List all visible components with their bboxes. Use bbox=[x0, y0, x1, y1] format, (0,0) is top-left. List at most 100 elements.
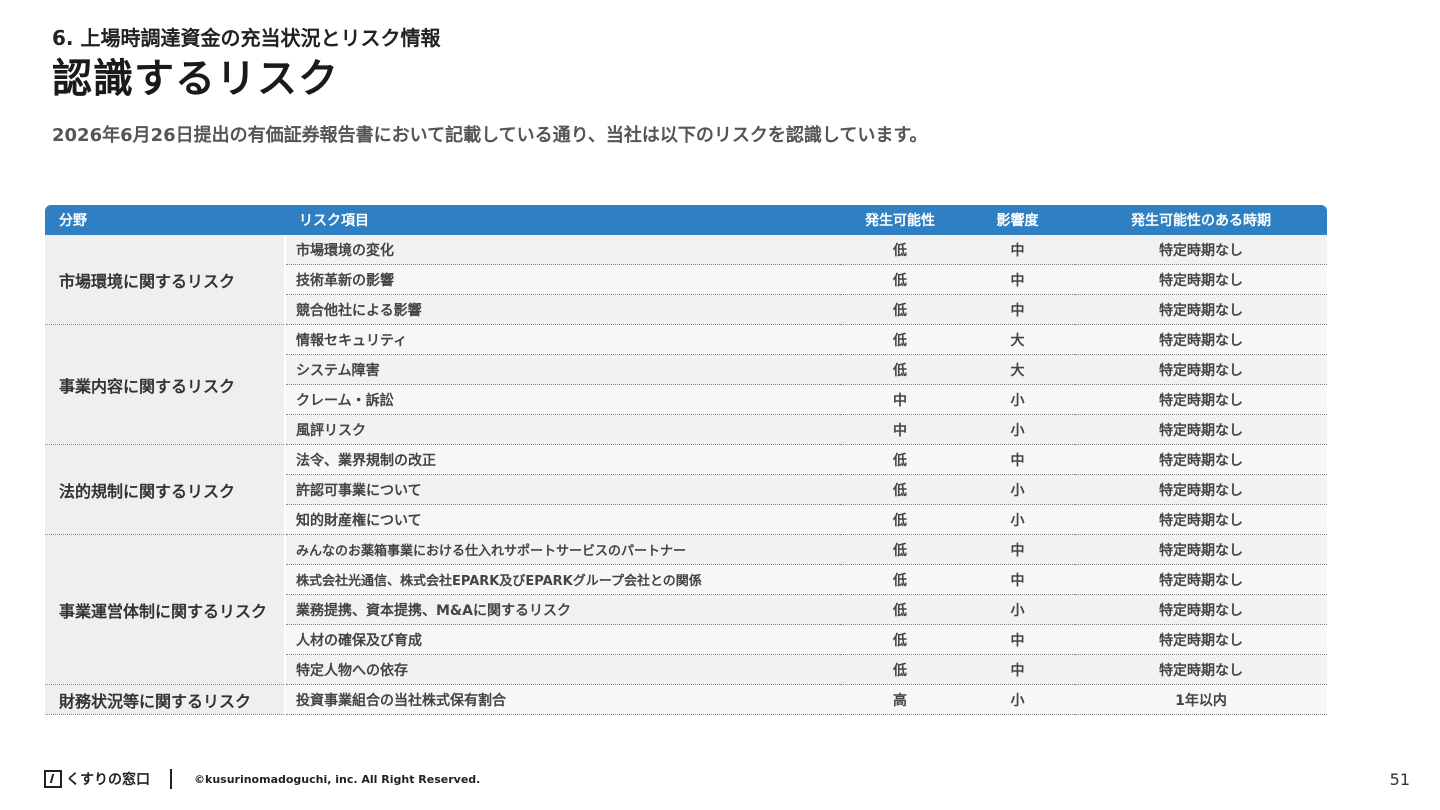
impact-value: 中 bbox=[960, 444, 1075, 475]
timing-value: 特定時期なし bbox=[1075, 264, 1327, 295]
timing-value: 特定時期なし bbox=[1075, 414, 1327, 445]
risk-item: システム障害 bbox=[285, 354, 840, 385]
likelihood-value: 低 bbox=[840, 534, 960, 565]
likelihood-value: 中 bbox=[840, 414, 960, 445]
table-row: 業務提携、資本提携、M&Aに関するリスク 低 小 特定時期なし bbox=[45, 594, 1327, 625]
table-row: 株式会社光通信、株式会社EPARK及びEPARKグループ会社との関係 低 中 特… bbox=[45, 564, 1327, 595]
risk-item: 競合他社による影響 bbox=[285, 294, 840, 325]
risk-item: 株式会社光通信、株式会社EPARK及びEPARKグループ会社との関係 bbox=[285, 564, 840, 595]
table-header-row: 分野 リスク項目 発生可能性 影響度 発生可能性のある時期 bbox=[45, 205, 1327, 235]
likelihood-value: 低 bbox=[840, 235, 960, 265]
table-row: 競合他社による影響 低 中 特定時期なし bbox=[45, 294, 1327, 325]
copyright-text: ©kusurinomadoguchi, inc. All Right Reser… bbox=[194, 772, 481, 786]
timing-value: 特定時期なし bbox=[1075, 474, 1327, 505]
table-row: 許認可事業について 低 小 特定時期なし bbox=[45, 474, 1327, 505]
category-financial: 財務状況等に関するリスク bbox=[45, 684, 286, 715]
column-header-likelihood: 発生可能性 bbox=[840, 205, 960, 235]
timing-value: 特定時期なし bbox=[1075, 354, 1327, 385]
risk-item: 知的財産権について bbox=[285, 504, 840, 535]
table-row: 風評リスク 中 小 特定時期なし bbox=[45, 414, 1327, 445]
timing-value: 1年以内 bbox=[1075, 684, 1327, 715]
column-header-timing: 発生可能性のある時期 bbox=[1075, 205, 1327, 235]
table-row: 事業内容に関するリスク 情報セキュリティ 低 大 特定時期なし bbox=[45, 324, 1327, 445]
impact-value: 小 bbox=[960, 684, 1075, 715]
likelihood-value: 低 bbox=[840, 564, 960, 595]
risk-item: 市場環境の変化 bbox=[285, 235, 840, 265]
timing-value: 特定時期なし bbox=[1075, 534, 1327, 565]
timing-value: 特定時期なし bbox=[1075, 235, 1327, 265]
likelihood-value: 低 bbox=[840, 594, 960, 625]
timing-value: 特定時期なし bbox=[1075, 594, 1327, 625]
table-row: 事業運営体制に関するリスク みんなのお薬箱事業における仕入れサポートサービスのパ… bbox=[45, 534, 1327, 685]
lead-text: 2026年6月26日提出の有価証券報告書において記載している通り、当社は以下のリ… bbox=[52, 125, 928, 146]
risk-item: 人材の確保及び育成 bbox=[285, 624, 840, 655]
timing-value: 特定時期なし bbox=[1075, 324, 1327, 355]
timing-value: 特定時期なし bbox=[1075, 654, 1327, 685]
likelihood-value: 低 bbox=[840, 294, 960, 325]
likelihood-value: 高 bbox=[840, 684, 960, 715]
table-row: 人材の確保及び育成 低 中 特定時期なし bbox=[45, 624, 1327, 655]
impact-value: 小 bbox=[960, 474, 1075, 505]
table-row: 技術革新の影響 低 中 特定時期なし bbox=[45, 264, 1327, 295]
impact-value: 小 bbox=[960, 594, 1075, 625]
impact-value: 中 bbox=[960, 235, 1075, 265]
table-row: 市場環境に関するリスク 市場環境の変化 低 中 特定時期なし bbox=[45, 235, 1327, 325]
risk-item: 特定人物への依存 bbox=[285, 654, 840, 685]
risk-table: 分野 リスク項目 発生可能性 影響度 発生可能性のある時期 市場環境に関するリス… bbox=[45, 205, 1327, 715]
table-row: クレーム・訴訟 中 小 特定時期なし bbox=[45, 384, 1327, 415]
footer-divider bbox=[170, 769, 172, 789]
likelihood-value: 低 bbox=[840, 264, 960, 295]
likelihood-value: 低 bbox=[840, 654, 960, 685]
page-number: 51 bbox=[1389, 770, 1410, 789]
impact-value: 大 bbox=[960, 324, 1075, 355]
risk-item: 風評リスク bbox=[285, 414, 840, 445]
impact-value: 小 bbox=[960, 414, 1075, 445]
category-legal: 法的規制に関するリスク bbox=[45, 444, 286, 535]
likelihood-value: 中 bbox=[840, 384, 960, 415]
risk-item: 許認可事業について bbox=[285, 474, 840, 505]
impact-value: 大 bbox=[960, 354, 1075, 385]
impact-value: 中 bbox=[960, 654, 1075, 685]
table-row: 法的規制に関するリスク 法令、業界規制の改正 低 中 特定時期なし bbox=[45, 444, 1327, 535]
impact-value: 中 bbox=[960, 564, 1075, 595]
likelihood-value: 低 bbox=[840, 504, 960, 535]
likelihood-value: 低 bbox=[840, 624, 960, 655]
category-business: 事業内容に関するリスク bbox=[45, 324, 286, 445]
table-row: 知的財産権について 低 小 特定時期なし bbox=[45, 504, 1327, 535]
timing-value: 特定時期なし bbox=[1075, 444, 1327, 475]
timing-value: 特定時期なし bbox=[1075, 624, 1327, 655]
logo-icon bbox=[44, 770, 62, 788]
column-header-risk-item: リスク項目 bbox=[285, 205, 840, 235]
timing-value: 特定時期なし bbox=[1075, 504, 1327, 535]
risk-item: 投資事業組合の当社株式保有割合 bbox=[285, 684, 840, 715]
risk-item: クレーム・訴訟 bbox=[285, 384, 840, 415]
risk-item: 法令、業界規制の改正 bbox=[285, 444, 840, 475]
table-row: 特定人物への依存 低 中 特定時期なし bbox=[45, 654, 1327, 685]
likelihood-value: 低 bbox=[840, 444, 960, 475]
column-header-category: 分野 bbox=[45, 205, 285, 235]
section-label: 6. 上場時調達資金の充当状況とリスク情報 bbox=[52, 26, 441, 50]
impact-value: 中 bbox=[960, 534, 1075, 565]
footer: くすりの窓口 ©kusurinomadoguchi, inc. All Righ… bbox=[44, 768, 480, 790]
risk-item: 情報セキュリティ bbox=[285, 324, 840, 355]
impact-value: 中 bbox=[960, 294, 1075, 325]
impact-value: 小 bbox=[960, 504, 1075, 535]
category-operations: 事業運営体制に関するリスク bbox=[45, 534, 286, 685]
page-title: 認識するリスク bbox=[52, 56, 339, 102]
timing-value: 特定時期なし bbox=[1075, 294, 1327, 325]
risk-item: 業務提携、資本提携、M&Aに関するリスク bbox=[285, 594, 840, 625]
timing-value: 特定時期なし bbox=[1075, 384, 1327, 415]
likelihood-value: 低 bbox=[840, 354, 960, 385]
impact-value: 中 bbox=[960, 624, 1075, 655]
table-row: 財務状況等に関するリスク 投資事業組合の当社株式保有割合 高 小 1年以内 bbox=[45, 684, 1327, 715]
risk-item: みんなのお薬箱事業における仕入れサポートサービスのパートナー bbox=[285, 534, 840, 565]
timing-value: 特定時期なし bbox=[1075, 564, 1327, 595]
likelihood-value: 低 bbox=[840, 474, 960, 505]
impact-value: 中 bbox=[960, 264, 1075, 295]
table-row: システム障害 低 大 特定時期なし bbox=[45, 354, 1327, 385]
likelihood-value: 低 bbox=[840, 324, 960, 355]
logo-text: くすりの窓口 bbox=[66, 772, 150, 788]
risk-item: 技術革新の影響 bbox=[285, 264, 840, 295]
impact-value: 小 bbox=[960, 384, 1075, 415]
category-market: 市場環境に関するリスク bbox=[45, 235, 286, 325]
